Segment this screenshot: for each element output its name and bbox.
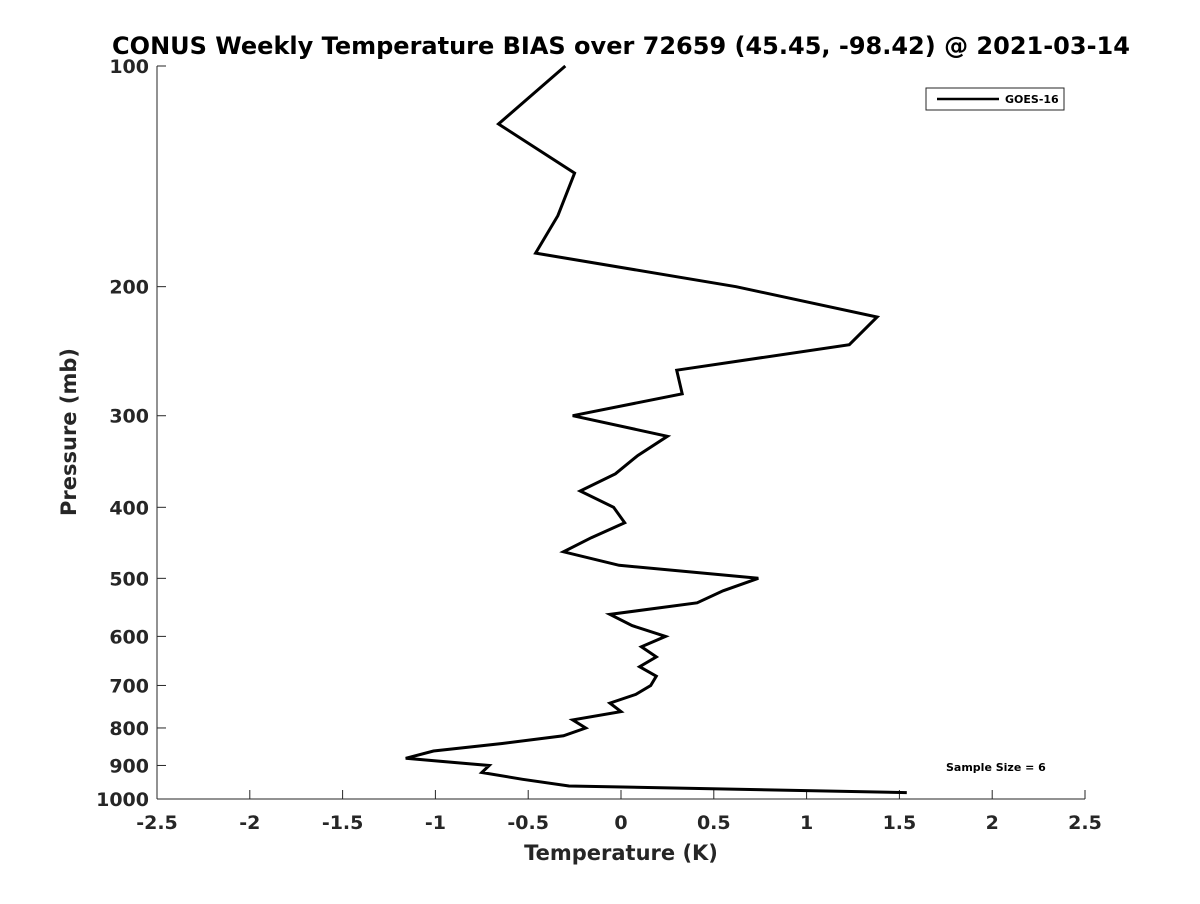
x-tick-label: -2 [239, 812, 260, 834]
y-tick-label: 900 [109, 755, 149, 777]
chart-title: CONUS Weekly Temperature BIAS over 72659… [112, 32, 1130, 60]
y-tick-label: 600 [109, 626, 149, 648]
x-tick-label: -1 [425, 812, 446, 834]
y-tick-label: 400 [109, 497, 149, 519]
y-ticks: 100 200 300 400 500 600 700 800 900 1000 [96, 56, 166, 811]
sample-size-annotation: Sample Size = 6 [946, 761, 1046, 774]
x-tick-label: 1 [800, 812, 813, 834]
x-tick-label: 0 [614, 812, 627, 834]
x-tick-label: -0.5 [507, 812, 549, 834]
x-ticks: -2.5 -2 -1.5 -1 -0.5 0 0.5 1 1.5 2 2.5 [136, 790, 1102, 834]
y-tick-label: 700 [109, 675, 149, 697]
y-tick-label: 1000 [96, 789, 149, 811]
legend: GOES-16 [925, 87, 1065, 111]
y-tick-label: 200 [109, 277, 149, 299]
series-line-goes-16 [405, 64, 907, 795]
y-tick-label: 500 [109, 568, 149, 590]
x-tick-label: 2 [986, 812, 999, 834]
y-tick-label: 100 [109, 56, 149, 78]
y-axis-label: Pressure (mb) [57, 348, 81, 516]
x-tick-label: 2.5 [1068, 812, 1102, 834]
series-group [405, 64, 907, 795]
x-axis-label: Temperature (K) [524, 841, 718, 865]
x-tick-label: 1.5 [883, 812, 917, 834]
legend-label-goes-16: GOES-16 [1005, 93, 1059, 106]
x-tick-label: -1.5 [322, 812, 364, 834]
y-tick-label: 300 [109, 406, 149, 428]
y-tick-label: 800 [109, 718, 149, 740]
x-tick-label: 0.5 [697, 812, 731, 834]
x-tick-label: -2.5 [136, 812, 178, 834]
